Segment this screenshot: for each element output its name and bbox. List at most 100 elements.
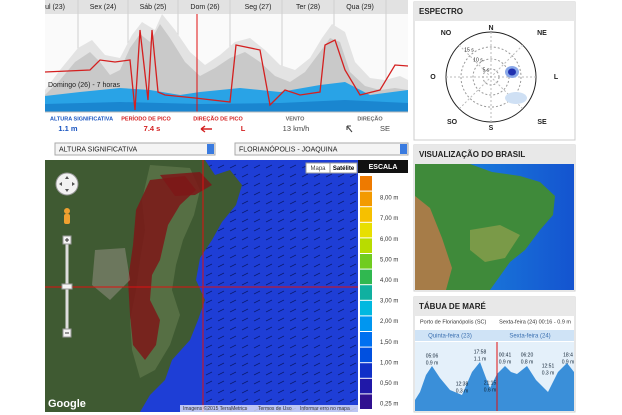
pegman-body [64,214,70,224]
period-line [44,29,409,111]
variable-select-text: ALTURA SIGNIFICATIVA [59,146,138,153]
tide-height: 0.6 m [484,387,497,393]
attribution: Imagens ©2015 TerraMetrics Termos de Uso I… [183,405,350,412]
stat-label: VENTO [286,116,306,122]
day-label: Sáb (25) [140,4,167,11]
wind-direction-arrow [346,125,353,133]
brazil-land [415,164,555,290]
pegman[interactable] [64,208,70,214]
tide-panel: TÁBUA DE MARÉ Porto de Florianópolis (SC… [413,296,576,413]
scale-swatch [360,254,372,269]
select-toggle [207,144,214,154]
tide-time: 18:4 [563,352,573,358]
polar-ring [460,46,522,108]
satellite-button-text: Satélite [333,166,355,172]
panel-header [414,145,575,164]
scale-legend: ESCALA 8,00 m 7,00 m 6,00 m 5,00 m 4,00 m 3,0… [358,160,408,412]
direction-label: NO [441,30,452,37]
scale-label: 5,00 m [380,257,398,263]
scale-header [358,160,408,173]
andes [415,196,452,290]
direction-label: S [489,125,494,132]
stat-value: SE [380,124,390,133]
panel-header [414,2,575,21]
location-select[interactable] [234,142,409,156]
tide-height: 0.9 m [562,359,575,365]
stat-label: ALTURA SIGNIFICATIVA [50,116,113,122]
scale-items: 8,00 m 7,00 m 6,00 m 5,00 m 4,00 m 3,00 m 2,00… [360,176,398,409]
scale-label: 1,50 m [380,340,398,346]
scale-swatch [360,347,372,363]
tide-height: 0.3 m [456,388,469,394]
attribution-text: Imagens ©2015 TerraMetrics [183,405,248,412]
brazil-panel: VISUALIZAÇÃO DO BRASIL [413,144,576,292]
stat-label: DIREÇÃO [357,115,383,122]
scale-swatch [360,207,372,222]
tide-time: 05:06 [426,353,439,359]
tide-height: 0.9 m [426,360,439,366]
tide-time: 00:41 [499,352,512,358]
day-label: Sex (24) [90,4,116,11]
tide-height: 0.3 m [542,370,555,376]
scale-swatch [360,269,372,285]
peak-direction-arrow [200,125,212,133]
scale-label: 2,00 m [380,319,398,325]
tide-day: Quinta-feira (23) [428,334,472,340]
direction-label: N [488,25,493,32]
zoom-in-icon [65,238,69,242]
variable-select[interactable] [54,142,216,156]
map-button-text: Mapa [310,166,326,172]
location-select-text: FLORIANÓPOLIS - JOAQUINA [239,144,338,153]
tide-days-bar [415,330,574,341]
tide-port: Porto de Florianópolis (SC) [420,319,487,325]
spectrum-labels: N NE L SE S SO O NO 15 s 10 s5 s [430,25,559,132]
scale-label: 0,25 m [380,402,398,408]
attribution-text: Termos de Uso [258,406,292,412]
direction-label: SE [537,119,547,126]
tide-height: 0.9 m [499,359,512,365]
scale-label: 3,00 m [380,299,398,305]
day-label: Ter (28) [296,4,320,11]
scale-title: ESCALA [369,164,398,171]
forecast-chart: ul (23) Sex (24) Sáb (25) Dom (26) Seg (27) T… [44,0,409,133]
scale-swatch [360,191,372,207]
day-header [45,0,408,14]
stat-label: PERÍODO DE PICO [121,114,171,122]
tide-curve [415,362,574,411]
stat-value: 13 km/h [283,124,310,133]
scale-swatch [360,394,372,409]
zoom-handle[interactable] [61,283,73,290]
tide-day: Sexta-feira (24) [509,334,550,340]
scale-swatch [360,363,372,378]
selectors: ALTURA SIGNIFICATIVA FLORIANÓPOLIS - JOA… [54,142,409,156]
scale-label: 1,00 m [380,360,398,366]
plateau [470,225,520,262]
map: Mapa Satélite Google Imagens ©2015 Terra… [45,160,408,412]
spectrum-energy [505,92,527,104]
scale-label: 8,00 m [380,196,398,202]
pan-control[interactable] [55,172,79,196]
scale-label: 4,00 m [380,278,398,284]
panel-title: ESPECTRO [419,7,463,16]
spectrum-panel: ESPECTRO N NE L SE S SO O NO 15 s 10 s5 s [413,1,576,141]
scale-swatch [360,332,372,347]
tide-events: 05:060.9 m12:380.3 m17:581.1 m21:150.6 m… [426,349,575,394]
stat-value: 1.1 m [58,124,78,133]
direction-label: L [554,74,559,81]
spectrum-peak [508,68,516,76]
scale-label: 7,00 m [380,216,398,222]
period-label: 15 s [464,47,474,53]
select-toggle [400,144,407,154]
tide-time: 12:51 [542,363,555,369]
period-label: 5 s [483,67,490,73]
tide-time: 12:38 [456,381,469,387]
scale-swatch [360,300,372,316]
satellite-button[interactable] [329,162,358,174]
tide-current: Sexta-feira (24) 00:16 - 0.9 m [499,319,571,325]
scale-swatch [360,222,372,238]
tide-time: 06:20 [521,352,534,358]
attribution-bg [180,405,358,412]
stat-value: 7.4 s [144,124,161,133]
direction-label: NE [537,30,547,37]
panel-header [414,297,575,316]
